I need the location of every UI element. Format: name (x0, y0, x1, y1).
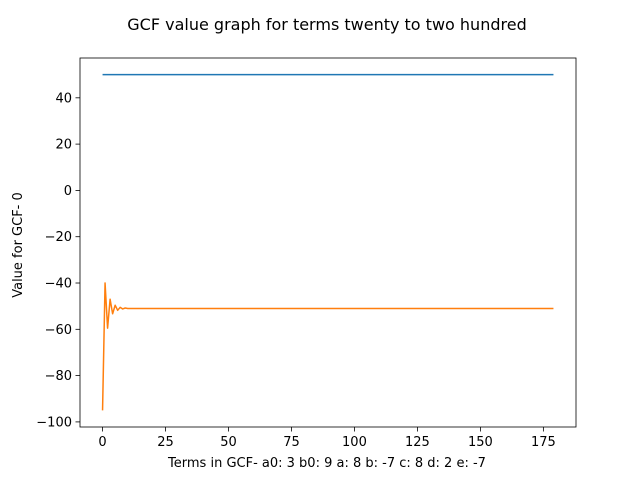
chart-title: GCF value graph for terms twenty to two … (127, 15, 526, 34)
y-tick-label: −40 (45, 277, 72, 292)
y-tick-label: 40 (55, 91, 72, 106)
series-layer (101, 73, 554, 411)
y-axis-label: Value for GCF- 0 (11, 192, 26, 298)
x-tick-label: 150 (468, 435, 493, 450)
y-tick-label: 20 (55, 138, 72, 153)
y-tick-label: −20 (45, 230, 72, 245)
y-tick-label: −60 (45, 323, 72, 338)
plot-frame (79, 57, 577, 428)
x-tick-label: 100 (342, 435, 367, 450)
y-tick-label: −80 (45, 369, 72, 384)
x-tick-label: 75 (283, 435, 300, 450)
y-tick-label: −100 (36, 415, 72, 430)
x-tick-label: 125 (405, 435, 430, 450)
x-tick-label: 0 (98, 435, 106, 450)
y-tick-label: 0 (64, 184, 72, 199)
tick-layer: 0 25 50 75 100 125 150 175 −100 −80 −60 −40 −20 0 20 40 (36, 91, 556, 450)
x-tick-label: 25 (157, 435, 174, 450)
x-tick-label: 175 (531, 435, 556, 450)
x-axis-label: Terms in GCF- a0: 3 b0: 9 a: 8 b: -7 c: … (167, 456, 486, 471)
series-line-2 (101, 282, 554, 411)
x-tick-label: 50 (220, 435, 237, 450)
